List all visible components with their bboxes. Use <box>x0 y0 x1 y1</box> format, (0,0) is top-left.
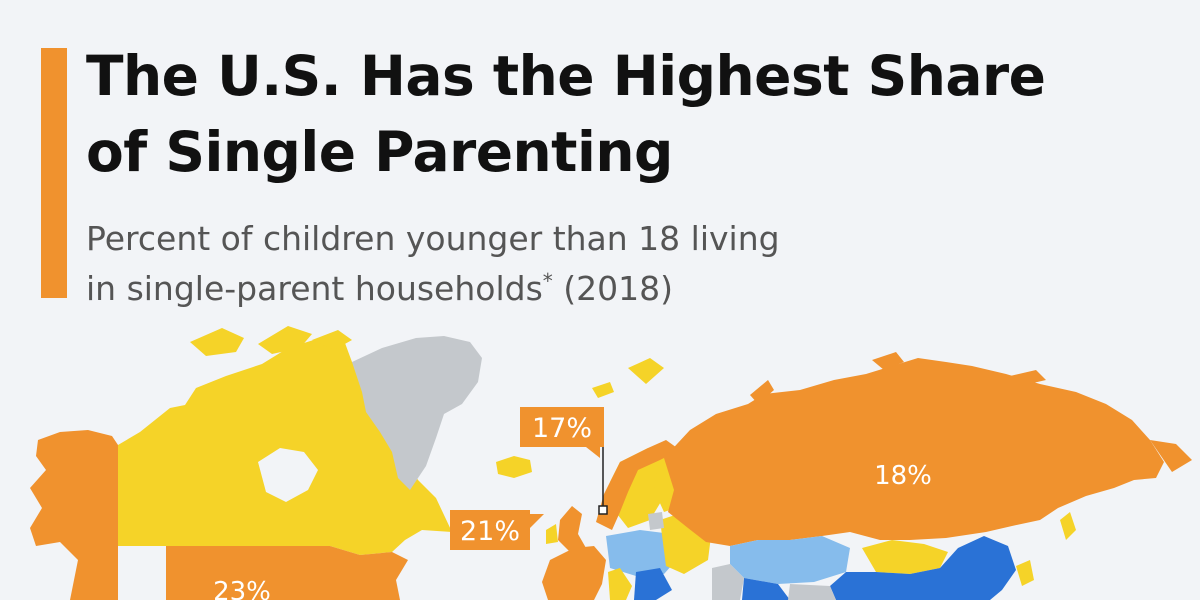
region-united-states <box>166 546 408 600</box>
region-svalbard <box>628 358 664 384</box>
callout-pointer <box>586 447 600 458</box>
chart-subtitle-line-2: in single-parent households* (2018) <box>86 264 1086 314</box>
chart-subtitle-year: (2018) <box>552 269 673 308</box>
label-denmark: 17% <box>532 413 592 444</box>
region-russia-arctic-island <box>872 352 904 370</box>
region-norway <box>596 440 680 530</box>
callout-box <box>520 407 604 447</box>
chart-title-line-1: The U.S. Has the Highest Share <box>86 44 1046 108</box>
region-ireland <box>546 524 558 544</box>
region-caucasus <box>712 564 744 600</box>
region-kazakhstan <box>730 536 850 584</box>
region-south-asia <box>788 584 836 600</box>
region-china <box>830 536 1016 600</box>
callout-box <box>450 510 530 550</box>
region-kamchatka <box>1150 440 1192 472</box>
region-hudson-bay <box>258 448 318 502</box>
region-iceland <box>496 456 532 478</box>
region-korea <box>1016 560 1034 586</box>
region-canada-arctic-island <box>190 328 244 356</box>
region-russia-arctic-island <box>750 380 774 404</box>
chart-subtitle-line-1: Percent of children younger than 18 livi… <box>86 219 780 258</box>
chart-subtitle: Percent of children younger than 18 livi… <box>86 214 1086 314</box>
region-canada-arctic-island <box>258 326 312 354</box>
region-japan <box>1060 512 1076 540</box>
callout-denmark: 17% <box>520 407 608 515</box>
region-greenland <box>352 336 482 490</box>
region-balkans <box>634 568 672 600</box>
region-united-kingdom <box>558 506 586 552</box>
region-mongolia <box>862 540 948 574</box>
region-canada <box>118 338 452 555</box>
region-russia <box>664 358 1164 546</box>
chart-title-line-2: of Single Parenting <box>86 120 673 184</box>
callout-united-kingdom: 21% <box>450 510 544 550</box>
region-canada-arctic-island <box>312 330 352 350</box>
region-central-asia <box>742 578 790 600</box>
callout-pointer <box>530 514 544 528</box>
region-germany <box>622 534 648 562</box>
region-italy <box>608 568 632 600</box>
chart-title: The U.S. Has the Highest Share of Single… <box>86 38 1186 190</box>
region-russia-arctic-island <box>1010 370 1046 386</box>
region-alaska <box>30 430 118 600</box>
region-western-europe <box>542 546 606 600</box>
label-russia: 18% <box>874 461 932 491</box>
callout-marker <box>598 505 608 515</box>
accent-bar <box>41 48 67 298</box>
label-united-states: 23% <box>213 577 271 600</box>
region-baltics <box>648 512 664 530</box>
chart-subtitle-line-2-text: in single-parent households <box>86 269 543 308</box>
label-united-kingdom: 21% <box>460 516 520 547</box>
footnote-asterisk: * <box>542 269 553 293</box>
region-svalbard <box>592 382 614 398</box>
